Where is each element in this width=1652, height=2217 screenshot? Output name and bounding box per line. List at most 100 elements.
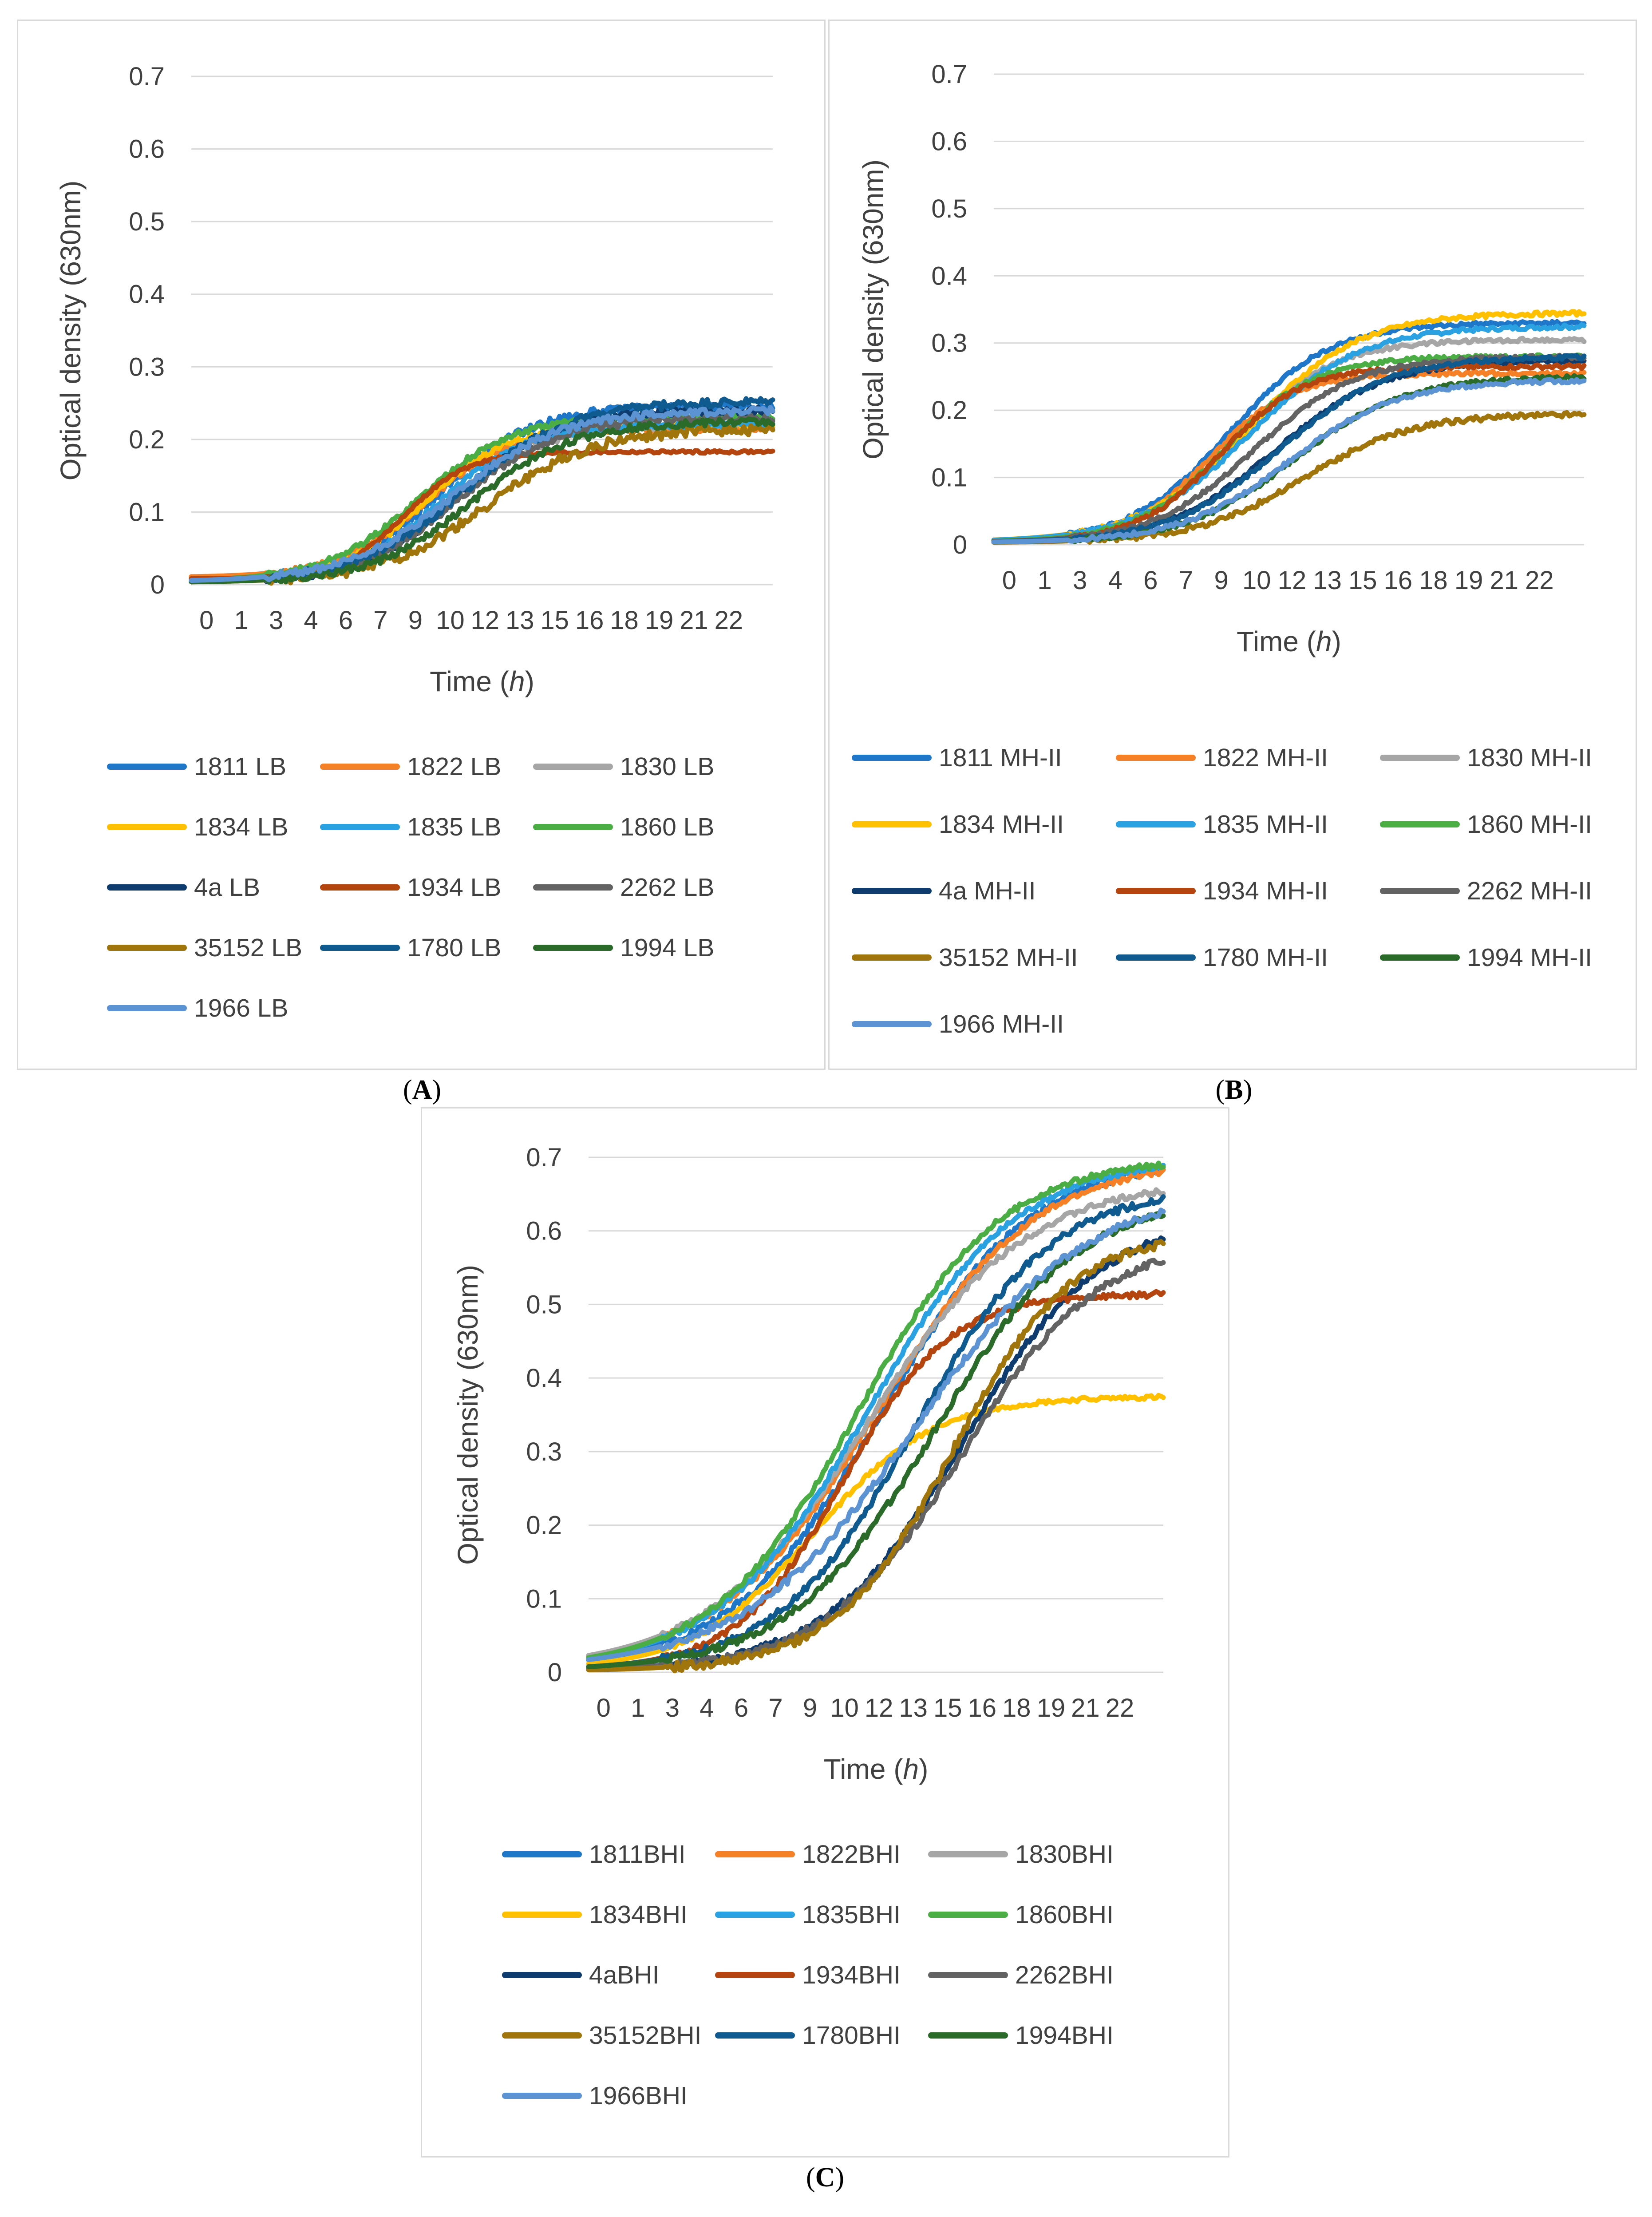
legend-item: 2262BHI xyxy=(928,1957,1114,1993)
y-tick-label: 0 xyxy=(548,1658,562,1687)
legend-swatch xyxy=(107,945,187,951)
y-tick-label: 0.7 xyxy=(129,62,165,91)
legend-swatch xyxy=(928,1851,1008,1857)
legend-item: 1994 LB xyxy=(533,930,714,966)
series-line xyxy=(189,420,775,582)
legend-swatch xyxy=(1116,888,1196,894)
y-tick-label: 0.3 xyxy=(526,1437,562,1466)
x-tick-label: 7 xyxy=(1179,566,1193,595)
legend-label: 1934 MH-II xyxy=(1203,877,1328,905)
legend-swatch xyxy=(107,884,187,891)
legend-item: 1934BHI xyxy=(715,1957,901,1993)
legend-swatch xyxy=(852,954,932,961)
legend-item: 1994BHI xyxy=(928,2018,1114,2053)
x-tick-label: 10 xyxy=(830,1694,859,1722)
x-axis-title: Time (h) xyxy=(430,665,534,697)
legend-swatch xyxy=(852,1021,932,1027)
x-tick-label: 9 xyxy=(1214,566,1229,595)
x-tick-label: 3 xyxy=(1073,566,1087,595)
legend-swatch xyxy=(1380,755,1460,761)
series-line xyxy=(189,416,775,585)
legend-label: 1811 MH-II xyxy=(939,744,1062,772)
series-line xyxy=(586,1207,1166,1662)
x-tick-label: 18 xyxy=(610,606,639,635)
x-tick-label: 9 xyxy=(803,1694,817,1722)
legend-swatch xyxy=(533,884,613,891)
legend-label: 1830BHI xyxy=(1015,1840,1114,1869)
y-tick-label: 0.3 xyxy=(129,352,165,381)
x-tick-label: 18 xyxy=(1002,1694,1031,1722)
y-axis-title: Optical density (630nm) xyxy=(452,1265,484,1565)
legend-swatch xyxy=(502,1851,582,1857)
legend-swatch xyxy=(502,2032,582,2039)
chart-svg-a: 00.10.20.30.40.50.60.70 1 3 4 6 7 9 10 12 13 15 16 1… xyxy=(55,62,775,697)
x-tick-label: 15 xyxy=(540,606,569,635)
y-tick-label: 0.1 xyxy=(129,498,165,527)
legend-swatch xyxy=(502,1972,582,1978)
legend-item: 4a MH-II xyxy=(852,873,1036,909)
x-tick-label: 13 xyxy=(899,1694,928,1722)
legend-label: 4a LB xyxy=(194,873,260,902)
legend-item: 1780 LB xyxy=(320,930,501,966)
legend-swatch xyxy=(1116,821,1196,827)
series-line xyxy=(991,377,1587,545)
legend-item: 1934 MH-II xyxy=(1116,873,1328,909)
y-tick-label: 0.1 xyxy=(931,463,967,492)
legend-swatch xyxy=(533,764,613,770)
x-tick-label: 21 xyxy=(680,606,708,635)
legend-item: 4aBHI xyxy=(502,1957,659,1993)
chart-panel-a: 0 0.1 0.2 0.3 0.4 0.5 0.6 0.7 0 1 3 4 6 7 9 10 12 13 15 16 1… xyxy=(17,20,826,1070)
legend-item: 35152BHI xyxy=(502,2018,702,2053)
legend-label: 1860 MH-II xyxy=(1467,810,1592,839)
legend-swatch xyxy=(1116,954,1196,961)
x-tick-label: 19 xyxy=(1037,1694,1066,1722)
legend-item: 1811BHI xyxy=(502,1837,686,1872)
legend-item: 1830BHI xyxy=(928,1837,1114,1872)
x-tick-label: 21 xyxy=(1490,566,1519,595)
legend-item: 1934 LB xyxy=(320,870,501,905)
legend-item: 35152 LB xyxy=(107,930,302,966)
x-tick-label: 9 xyxy=(408,606,423,635)
series-line xyxy=(586,1160,1166,1660)
legend-swatch xyxy=(928,1972,1008,1978)
chart-panel-c: 0 0.1 0.2 0.3 0.4 0.5 0.6 0.7 0 1 3 4 6 7 9 10 12 13 15 16 1… xyxy=(421,1107,1229,2158)
legend-label: 4a MH-II xyxy=(939,877,1036,905)
legend-label: 1835 MH-II xyxy=(1203,810,1328,839)
legend-swatch xyxy=(715,1851,795,1857)
legend-label: 1835 LB xyxy=(407,813,502,841)
x-tick-label: 13 xyxy=(506,606,534,635)
legend-swatch xyxy=(715,2032,795,2039)
panel-label-b: (B) xyxy=(1215,1075,1253,1105)
series-line xyxy=(189,413,775,584)
legend-item: 1822BHI xyxy=(715,1837,901,1872)
legend-item: 1994 MH-II xyxy=(1380,940,1592,975)
legend-label: 1780BHI xyxy=(802,2021,901,2050)
legend-label: 1934BHI xyxy=(802,1961,901,1989)
legend-label: 1966BHI xyxy=(589,2082,688,2110)
legend-item: 1811 LB xyxy=(107,749,286,784)
x-tick-label: 0 xyxy=(199,606,213,635)
legend-label: 1780 MH-II xyxy=(1203,943,1328,972)
x-tick-label: 10 xyxy=(436,606,465,635)
series-line xyxy=(586,1163,1166,1660)
x-tick-label: 0 xyxy=(597,1694,611,1722)
y-tick-label: 0.5 xyxy=(931,194,967,223)
legend-label: 1830 MH-II xyxy=(1467,744,1592,772)
legend-swatch xyxy=(320,764,400,770)
y-tick-label: 0.2 xyxy=(129,425,165,454)
y-tick-label: 0.6 xyxy=(129,135,165,164)
chart-panel-b: 0 0.1 0.2 0.3 0.4 0.5 0.6 0.7 0 1 3 4 6 7 9 10 12 13 15 16 1… xyxy=(828,20,1637,1070)
legend-swatch xyxy=(1380,821,1460,827)
y-tick-label: 0.7 xyxy=(526,1143,562,1172)
legend-label: 2262 LB xyxy=(620,873,715,902)
legend-swatch xyxy=(1380,888,1460,894)
series-line xyxy=(991,309,1587,542)
legend-label: 1934 LB xyxy=(407,873,502,902)
panel-label-c: (C) xyxy=(806,2162,845,2193)
legend-swatch xyxy=(852,755,932,761)
x-tick-label: 18 xyxy=(1419,566,1448,595)
legend-label: 35152BHI xyxy=(589,2021,702,2050)
chart-svg-c: 00.10.20.30.40.50.60.70 1 3 4 6 7 9 10 12 13 15 16 1… xyxy=(452,1143,1166,1785)
legend-item: 1835 MH-II xyxy=(1116,807,1328,842)
x-tick-label: 16 xyxy=(1384,566,1413,595)
